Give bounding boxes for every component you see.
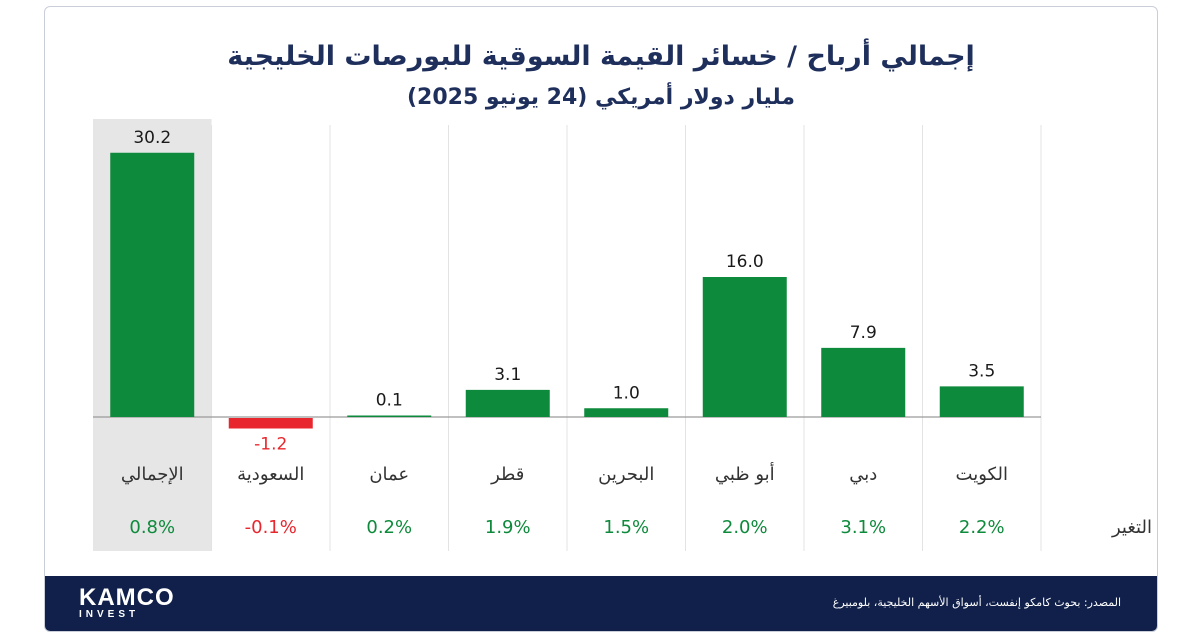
bar xyxy=(110,152,195,417)
category-label: السعودية xyxy=(237,464,304,485)
bar xyxy=(347,415,432,417)
category-label: البحرين xyxy=(598,464,654,485)
change-percent: 3.1% xyxy=(840,517,886,538)
chart-subtitle: مليار دولار أمريكي (24 يونيو 2025) xyxy=(406,85,796,110)
data-label: 3.5 xyxy=(968,361,995,381)
category-label: عمان xyxy=(369,464,409,485)
bar xyxy=(821,347,906,417)
change-row-label: التغير xyxy=(1111,517,1152,538)
source-note: المصدر: بحوث كامكو إنفست، أسواق الأسهم ا… xyxy=(832,596,1121,609)
change-percent: -0.1% xyxy=(245,517,297,538)
bar xyxy=(584,408,669,417)
change-percent: 0.8% xyxy=(129,517,175,538)
footer-bar: KAMCO INVEST المصدر: بحوث كامكو إنفست، أ… xyxy=(45,576,1157,631)
change-percent: 1.9% xyxy=(485,517,531,538)
chart-title: إجمالي أرباح / خسائر القيمة السوقية للبو… xyxy=(227,41,975,72)
category-label: دبي xyxy=(849,464,877,485)
company-logo-subtext: INVEST xyxy=(79,609,140,620)
data-label: 7.9 xyxy=(850,323,877,343)
category-label: أبو ظبي xyxy=(715,462,775,485)
data-label: 1.0 xyxy=(613,383,640,403)
change-percent: 2.0% xyxy=(722,517,768,538)
data-label: 16.0 xyxy=(726,252,764,272)
data-label: 3.1 xyxy=(494,365,521,385)
category-label: قطر xyxy=(490,464,524,485)
bar xyxy=(939,386,1024,417)
bar-chart: 30.2 الإجمالي 0.8% -1.2 السعودية -0.1% 0.1 عمان… xyxy=(93,119,1152,551)
bar xyxy=(228,418,313,429)
category-label: الإجمالي xyxy=(121,464,184,485)
data-label: 0.1 xyxy=(376,391,403,411)
bar xyxy=(702,277,787,417)
data-label: -1.2 xyxy=(254,435,287,455)
change-percent: 2.2% xyxy=(959,517,1005,538)
chart-card: إجمالي أرباح / خسائر القيمة السوقية للبو… xyxy=(44,6,1158,632)
data-label: 30.2 xyxy=(133,128,171,148)
company-logo: KAMCO xyxy=(79,584,175,611)
change-percent: 0.2% xyxy=(366,517,412,538)
change-percent: 1.5% xyxy=(603,517,649,538)
bar xyxy=(465,389,550,417)
category-label: الكويت xyxy=(956,464,1008,485)
